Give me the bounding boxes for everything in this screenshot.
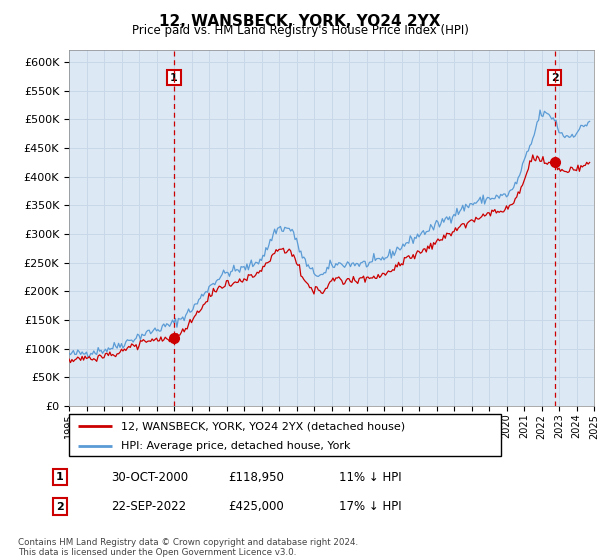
- Text: 22-SEP-2022: 22-SEP-2022: [111, 500, 186, 514]
- Text: 1: 1: [56, 472, 64, 482]
- Text: 2: 2: [551, 73, 559, 83]
- Text: HPI: Average price, detached house, York: HPI: Average price, detached house, York: [121, 441, 350, 451]
- Text: 11% ↓ HPI: 11% ↓ HPI: [339, 470, 401, 484]
- Text: 1: 1: [170, 73, 178, 83]
- Text: 30-OCT-2000: 30-OCT-2000: [111, 470, 188, 484]
- FancyBboxPatch shape: [69, 414, 501, 456]
- Text: 17% ↓ HPI: 17% ↓ HPI: [339, 500, 401, 514]
- Text: 12, WANSBECK, YORK, YO24 2YX (detached house): 12, WANSBECK, YORK, YO24 2YX (detached h…: [121, 421, 405, 431]
- Text: Contains HM Land Registry data © Crown copyright and database right 2024.
This d: Contains HM Land Registry data © Crown c…: [18, 538, 358, 557]
- Text: £118,950: £118,950: [228, 470, 284, 484]
- Text: £425,000: £425,000: [228, 500, 284, 514]
- Text: 12, WANSBECK, YORK, YO24 2YX: 12, WANSBECK, YORK, YO24 2YX: [159, 14, 441, 29]
- Text: Price paid vs. HM Land Registry's House Price Index (HPI): Price paid vs. HM Land Registry's House …: [131, 24, 469, 37]
- Text: 2: 2: [56, 502, 64, 512]
